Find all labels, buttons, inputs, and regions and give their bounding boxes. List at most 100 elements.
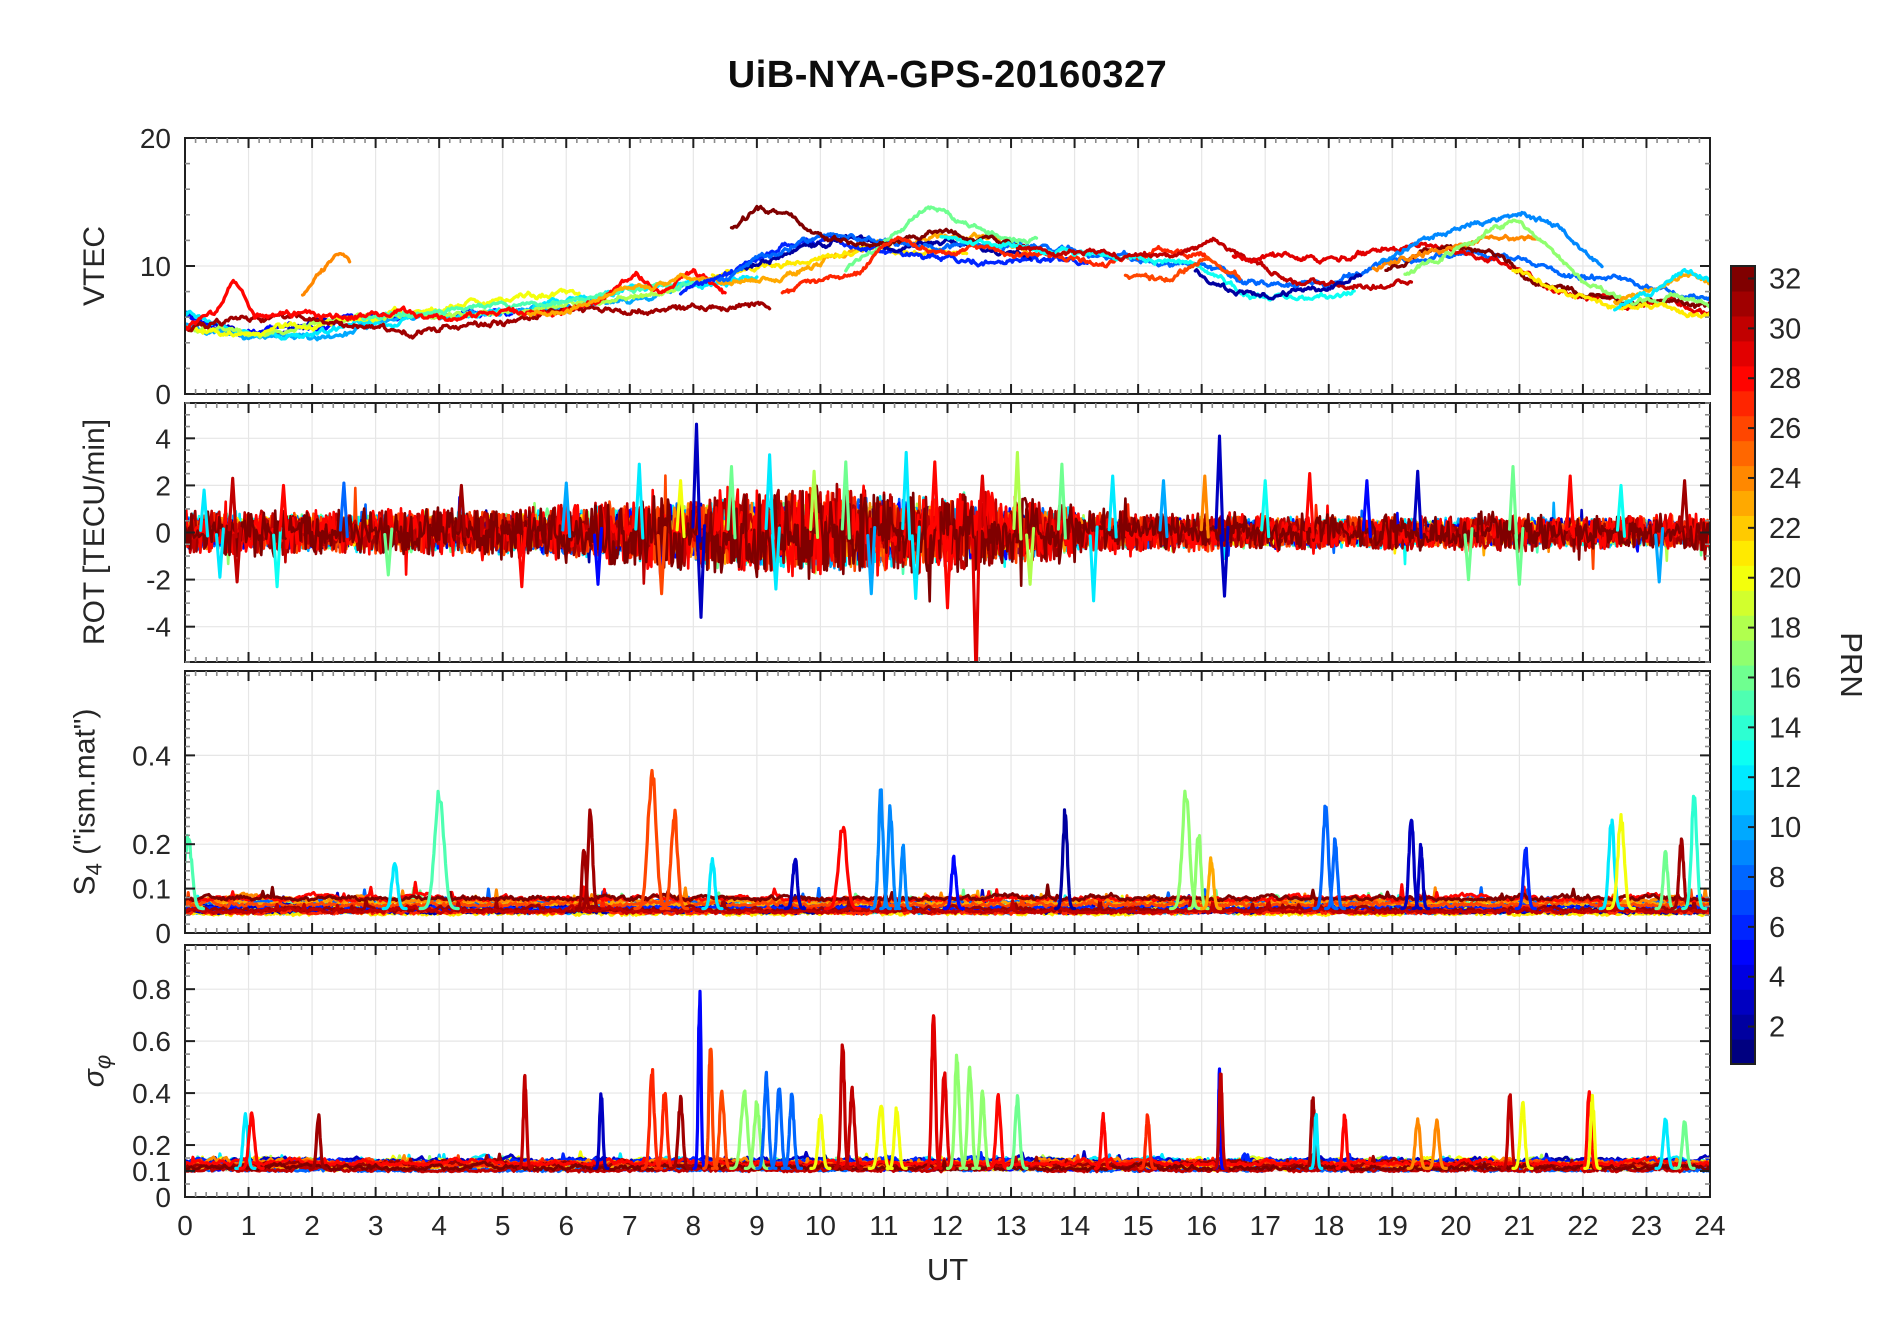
rot-spike-prn10	[561, 481, 572, 539]
rot-spike-prn12	[1107, 474, 1118, 539]
rot-spike-prn16	[726, 465, 737, 540]
rot-spike-prn3	[1219, 525, 1230, 598]
svg-text:20: 20	[140, 123, 171, 154]
rot-spike-prn3	[1412, 469, 1423, 539]
colorbar-cell-prn11	[1731, 789, 1755, 816]
rot-spike-prn8	[338, 481, 349, 539]
s4-event-prn31	[574, 848, 594, 911]
rot-spike-prn3	[691, 422, 702, 543]
sigma-event-prn31	[1304, 1096, 1322, 1170]
svg-text:8: 8	[686, 1210, 702, 1241]
s4-event-prn2	[1053, 808, 1077, 911]
s4-event-prn15	[418, 789, 460, 911]
svg-text:12: 12	[1769, 762, 1801, 794]
svg-text:14: 14	[1769, 712, 1801, 744]
rot-spike-prn16	[1507, 465, 1519, 540]
s4-event-prn31	[1670, 837, 1693, 911]
svg-text:0.6: 0.6	[132, 1026, 171, 1057]
svg-text:0: 0	[155, 918, 171, 949]
vtec-trace-prn31	[185, 300, 772, 340]
sigma-event-prn28	[1335, 1113, 1354, 1170]
s4-event-prn6	[1514, 846, 1537, 911]
svg-text:2: 2	[155, 470, 171, 501]
sigma-event-prn31	[309, 1113, 328, 1170]
rot-spike-prn12	[901, 450, 912, 541]
s4-event-prn12	[701, 857, 724, 911]
s4-baseline-prn32	[185, 883, 1710, 903]
rot-spike-prn26	[656, 526, 667, 596]
sigma-label-sub: φ	[90, 1054, 116, 1070]
svg-text:9: 9	[749, 1210, 765, 1241]
xtick-labels: 0 1 2 3 4 5 6 7 8 9 10 11 12 13 14 15 16 17 18 19 20 21 22 23 24	[177, 1210, 1725, 1241]
sigma-event-prn27	[640, 1068, 664, 1170]
rot-spike-prn5	[592, 526, 604, 586]
vtec-ytick-labels: 0 10 20	[140, 123, 171, 410]
vtec-trace-prn13	[939, 235, 1356, 302]
rot-spike-prn29	[971, 519, 982, 662]
colorbar-cell-prn31	[1731, 290, 1755, 317]
rot-spike-prn24	[1199, 474, 1210, 539]
s4-event-prn3	[1411, 842, 1431, 911]
sigma-event-prn17	[743, 1100, 770, 1170]
x-axis-label: UT	[926, 1252, 969, 1287]
svg-text:6: 6	[1769, 912, 1785, 944]
colorbar-cell-prn23	[1731, 490, 1755, 516]
rot-spike-prn28	[516, 526, 527, 589]
svg-text:4: 4	[155, 423, 171, 454]
vtec-trace-prn9	[1377, 210, 1604, 269]
s4-event-prn12	[1598, 818, 1625, 911]
svg-text:0: 0	[155, 1182, 171, 1213]
vtec-trace-prn2	[742, 233, 1032, 271]
vtec-trace-prn30	[1015, 236, 1414, 292]
sigma-event-prn16	[1673, 1120, 1696, 1170]
sigma-event-prn31	[669, 1094, 692, 1170]
sigma-label-main: σ	[77, 1069, 111, 1088]
colorbar-cell-prn21	[1731, 540, 1755, 566]
svg-text:10: 10	[140, 251, 171, 282]
sigma-baseline-prn28	[185, 1155, 1710, 1168]
vtec-traces	[185, 204, 1710, 342]
svg-text:20: 20	[1440, 1210, 1471, 1241]
s4-traces	[185, 768, 1710, 918]
rot-spike-prn20	[675, 479, 686, 539]
sigma-event-prn30	[516, 1073, 534, 1170]
svg-text:22: 22	[1769, 513, 1801, 545]
svg-text:0: 0	[177, 1210, 193, 1241]
colorbar-cell-prn9	[1731, 839, 1755, 866]
rot-spike-prn18	[1025, 526, 1036, 586]
sigma-event-prn20	[809, 1113, 832, 1170]
sigma-event-prn28	[1094, 1111, 1113, 1170]
colorbar-cell-prn25	[1731, 440, 1755, 467]
vtec-axis-label: VTEC	[78, 226, 112, 306]
colorbar-cell-prn5	[1731, 939, 1755, 965]
rot-spike-prn13	[272, 526, 283, 589]
vtec-trace-prn28	[185, 268, 727, 331]
s4-event-prn23	[1200, 856, 1223, 911]
svg-text:22: 22	[1567, 1210, 1598, 1241]
svg-text:0.1: 0.1	[132, 1156, 171, 1187]
s4-axis-label: S4 ("ism.mat")	[69, 709, 108, 896]
rot-spike-prn16	[840, 460, 851, 540]
s4-event-prn26	[633, 768, 671, 911]
sigma-event-prn3	[592, 1092, 610, 1170]
rot-spike-prn16	[1463, 527, 1474, 582]
sigma-event-prn24	[1425, 1118, 1448, 1170]
svg-text:32: 32	[1769, 263, 1801, 295]
rot-spike-prn3	[695, 524, 707, 619]
svg-text:23: 23	[1631, 1210, 1662, 1241]
svg-text:21: 21	[1504, 1210, 1535, 1241]
colorbar-cell-prn7	[1731, 889, 1755, 915]
s4-event-prn9	[869, 788, 892, 911]
s4-event-prn26	[659, 808, 690, 911]
colorbar	[1730, 265, 1756, 1065]
sigma-event-prn8	[780, 1092, 803, 1170]
colorbar-cell-prn15	[1731, 689, 1755, 716]
sigma-event-prn26	[702, 1047, 719, 1170]
rot-spike-prn28	[278, 483, 289, 538]
s4-event-prn17	[1168, 789, 1203, 911]
s4-event-prn31	[579, 808, 602, 911]
svg-text:19: 19	[1377, 1210, 1408, 1241]
colorbar-cell-prn13	[1731, 739, 1755, 766]
vtec-axis-label-text: VTEC	[78, 225, 111, 307]
